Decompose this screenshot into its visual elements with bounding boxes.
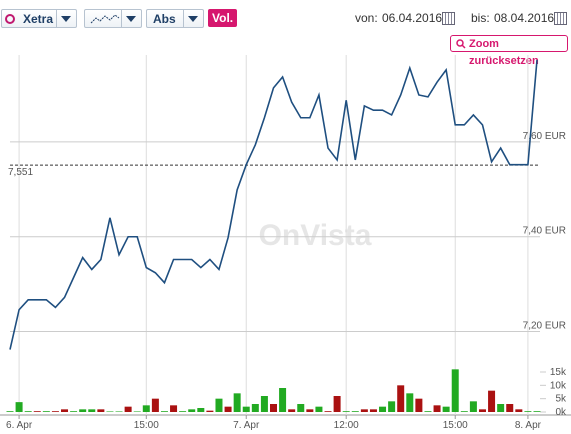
watermark: OnVista [259, 219, 372, 252]
exchange-label: Xetra [23, 11, 54, 26]
price-line [9, 59, 538, 350]
volume-bar [460, 411, 468, 412]
volume-bar [524, 411, 532, 412]
date-to[interactable]: 08.04.2016 [494, 11, 555, 25]
volume-toggle[interactable]: Vol. [208, 9, 238, 27]
volume-bar [206, 410, 214, 412]
volume-bar [297, 404, 305, 412]
volume-bar [342, 411, 350, 412]
volume-bar [151, 398, 159, 412]
volume-bar [442, 406, 450, 412]
x-tick-label: 6. Apr [6, 420, 33, 431]
line-icon [90, 13, 120, 23]
volume-bar [533, 411, 541, 412]
volume-bar [306, 409, 314, 412]
volume-bar [170, 405, 178, 412]
volume-bar [478, 409, 486, 412]
scale-select[interactable]: Abs [146, 9, 204, 28]
x-tick-label: 12:00 [334, 420, 359, 431]
volume-bar [469, 401, 477, 412]
volume-bar [215, 398, 223, 412]
volume-bar [97, 409, 105, 412]
x-tick-label: 15:00 [134, 420, 159, 431]
volume-bar [70, 411, 78, 412]
volume-bar [388, 401, 396, 412]
volume-bar [515, 409, 523, 412]
exchange-select[interactable]: Xetra [1, 9, 77, 28]
volume-bar [197, 408, 205, 412]
volume-bar [397, 385, 405, 412]
x-tick-label: 8. Apr [515, 420, 542, 431]
calendar-icon[interactable] [442, 12, 455, 25]
volume-bar [6, 411, 14, 412]
volume-bar [88, 409, 96, 412]
chart-type-select[interactable] [84, 9, 142, 28]
y-tick-label: 7,20 EUR [523, 321, 566, 332]
volume-tick-label: 10k [550, 380, 567, 391]
volume-bar [324, 411, 332, 412]
to-label: bis: [471, 11, 490, 25]
volume-bar [406, 393, 414, 412]
volume-bar [24, 411, 32, 412]
volume-bar [488, 390, 496, 412]
volume-bar [42, 411, 50, 412]
volume-bar [260, 396, 268, 412]
exchange-icon [5, 13, 15, 24]
x-tick-label: 15:00 [443, 420, 468, 431]
x-tick-label: 7. Apr [233, 420, 260, 431]
volume-bar [379, 406, 387, 412]
zoom-reset-button[interactable]: Zoom zurücksetzen [450, 35, 568, 67]
volume-bar [242, 406, 250, 412]
volume-bar [415, 398, 423, 412]
volume-bar [497, 404, 505, 412]
volume-bar [179, 411, 187, 412]
volume-bar [333, 396, 341, 412]
volume-bar [51, 411, 59, 412]
volume-bar [133, 411, 141, 412]
volume-bar [451, 369, 459, 412]
volume-bar [124, 406, 132, 412]
reference-label: 7,551 [8, 167, 33, 178]
volume-tick-label: 0k [555, 407, 567, 418]
volume-bar [160, 411, 168, 412]
volume-bar [61, 409, 69, 412]
volume-bar [115, 411, 123, 412]
date-from[interactable]: 06.04.2016 [382, 11, 443, 25]
volume-tick-label: 15k [550, 367, 567, 378]
volume-bar [79, 409, 87, 412]
volume-bar [188, 409, 196, 412]
volume-bar [224, 406, 232, 412]
volume-bar [360, 409, 368, 412]
y-tick-label: 7,40 EUR [523, 226, 566, 237]
volume-bar [142, 405, 150, 412]
volume-bar [433, 405, 441, 412]
scale-label: Abs [153, 11, 176, 26]
volume-bar [15, 402, 23, 412]
volume-bar [233, 393, 241, 412]
zoom-reset-label: Zoom zurücksetzen [469, 38, 539, 67]
calendar-icon[interactable] [554, 12, 567, 25]
y-tick-label: 7,60 EUR [523, 131, 566, 142]
volume-bar [315, 406, 323, 412]
volume-tick-label: 5k [555, 394, 567, 405]
volume-bar [424, 411, 432, 412]
from-label: von: [355, 11, 378, 25]
volume-bar [106, 411, 114, 412]
volume-bar [279, 388, 287, 412]
volume-bar [251, 404, 259, 412]
volume-bar [351, 411, 359, 412]
volume-bar [288, 409, 296, 412]
volume-bar [369, 409, 377, 412]
volume-bar [270, 404, 277, 412]
volume-bar [33, 411, 41, 412]
volume-bar [506, 404, 514, 412]
